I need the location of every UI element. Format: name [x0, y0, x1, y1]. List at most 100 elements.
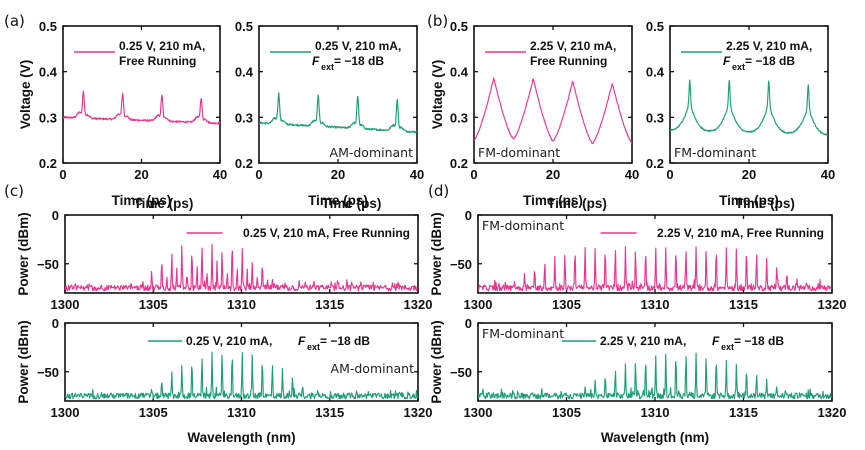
y-tick-label: −50 [450, 365, 472, 380]
plot-c-free-running-spectrum: 1300 1305 1310 1315 1320 0 −50 Power (dBm) 0.25 … [16, 196, 432, 312]
mode-annotation: AM-dominant [330, 145, 414, 160]
y-tick-label: 0.2 [235, 156, 253, 171]
time-axis-label: Time (ps) [735, 196, 795, 211]
x-tick-label: 0 [59, 167, 66, 182]
y-tick-label: −50 [450, 257, 472, 272]
legend-subscript: ext [321, 62, 334, 72]
series-group [478, 352, 832, 400]
legend: 0.25 V, 210 mA,F ext = −18 dB [270, 39, 401, 72]
mode-annotation: AM-dominant [331, 361, 415, 376]
x-tick-label: 1300 [51, 297, 80, 312]
x-axis-label: Wavelength (nm) [601, 430, 709, 445]
y-axis-label: Voltage (V) [18, 60, 33, 130]
time-axis-label: Time (ps) [322, 196, 382, 211]
series-line [478, 246, 832, 292]
x-tick-label: 40 [213, 167, 227, 182]
y-tick-label: 0.3 [235, 110, 253, 125]
legend-feedback-value: = −18 dB [734, 334, 784, 348]
x-axis-label: Time (ps) [308, 193, 368, 208]
series-group [670, 79, 828, 136]
x-tick-label: 1315 [729, 297, 758, 312]
legend: 2.25 V, 210 mA,Free Running [485, 39, 616, 68]
series-line [474, 77, 632, 145]
y-tick-label: 0 [465, 208, 472, 223]
x-tick-label: 20 [742, 167, 756, 182]
y-axis-label: Power (dBm) [16, 212, 31, 295]
time-axis-label: Time (ps) [134, 196, 194, 211]
x-tick-label: 0 [255, 167, 262, 182]
x-tick-label: 1305 [139, 297, 168, 312]
panel-label-a: (a) [4, 12, 25, 30]
y-tick-label: 0.3 [646, 110, 664, 125]
y-tick-label: 0.5 [646, 19, 664, 34]
plot-b-free-running: 0 20 40 0.2 0.3 0.4 0.5 Voltage (V) Time (ps) 2.2… [430, 19, 639, 208]
legend-text-line1: 0.25 V, 210 mA, [119, 39, 205, 53]
x-tick-label: 0 [470, 167, 477, 182]
plot-a-free-running: 0 20 40 0.2 0.3 0.4 0.5 Voltage (V) Time (ps) 0.2… [18, 19, 227, 208]
y-tick-label: 0.3 [450, 110, 468, 125]
legend-text: 2.25 V, 210 mA, [600, 334, 686, 348]
mode-annotation: FM-dominant [482, 326, 564, 341]
series-group [63, 90, 220, 125]
y-axis-label: Power (dBm) [429, 212, 444, 295]
mode-annotation: FM-dominant [482, 218, 564, 233]
plot-d-free-running-spectrum: 1300 1305 1310 1315 1320 0 −50 Power (dBm) 2.25 … [429, 196, 846, 312]
legend-F-symbol: F [312, 54, 320, 68]
x-tick-label: 20 [546, 167, 560, 182]
y-tick-label: 0 [52, 316, 59, 331]
series-group [65, 243, 418, 292]
x-tick-label: 40 [410, 167, 424, 182]
x-tick-label: 1320 [404, 297, 433, 312]
legend-text: 2.25 V, 210 mA, Free Running [657, 226, 824, 240]
x-tick-label: 1315 [315, 297, 344, 312]
mode-annotation: FM-dominant [478, 145, 560, 160]
panel-label-d: (d) [428, 182, 449, 200]
legend: 2.25 V, 210 mA,F ext = −18 dB [681, 39, 812, 72]
series-line [65, 243, 418, 292]
y-axis-label: Voltage (V) [430, 60, 445, 130]
plot-d-feedback-spectrum: 1300 1305 1310 1315 1320 0 −50 Power (dBm) Wavel… [429, 316, 846, 445]
legend-feedback-value: = −18 dB [745, 54, 795, 68]
y-tick-label: 0.3 [39, 110, 57, 125]
x-tick-label: 1315 [315, 405, 344, 420]
panel-label-c: (c) [4, 182, 24, 200]
y-tick-label: 0.4 [450, 65, 469, 80]
y-tick-label: 0.2 [39, 156, 57, 171]
x-tick-label: 1305 [139, 405, 168, 420]
series-line [478, 352, 832, 400]
y-tick-label: 0.4 [39, 65, 58, 80]
x-axis-label: Time (ps) [112, 193, 172, 208]
plot-a-feedback: 0 20 40 0.2 0.3 0.4 0.5 Time (ps) 0.25 V, 210 mA… [235, 19, 424, 208]
legend: 0.25 V, 210 mA, Free Running [186, 226, 410, 240]
series-group [474, 77, 632, 145]
y-axis-label: Power (dBm) [429, 320, 444, 403]
y-tick-label: 0 [52, 208, 59, 223]
x-axis-label: Time (ps) [523, 193, 583, 208]
x-tick-label: 1310 [641, 297, 670, 312]
mode-annotation: FM-dominant [674, 145, 756, 160]
x-tick-label: 1300 [464, 297, 493, 312]
legend-text-line2: Free Running [530, 54, 607, 68]
x-tick-label: 1305 [552, 297, 581, 312]
x-tick-label: 1320 [404, 405, 433, 420]
legend-F-symbol: F [712, 334, 720, 348]
series-line [63, 90, 220, 125]
y-axis-label: Power (dBm) [16, 320, 31, 403]
y-tick-label: 0.5 [39, 19, 57, 34]
x-axis-label: Time (ps) [719, 193, 779, 208]
x-tick-label: 40 [625, 167, 639, 182]
x-axis-label: Wavelength (nm) [187, 430, 295, 445]
x-tick-label: 1310 [641, 405, 670, 420]
y-tick-label: −50 [37, 365, 59, 380]
x-tick-label: 1310 [227, 405, 256, 420]
legend-text-line1: 2.25 V, 210 mA, [530, 39, 616, 53]
panel-label-b: (b) [427, 12, 448, 30]
series-group [478, 246, 832, 292]
plot-b-feedback: 0 20 40 0.2 0.3 0.4 0.5 Time (ps) 2.25 V, 210 mA… [646, 19, 835, 208]
y-tick-label: 0.2 [450, 156, 468, 171]
legend-F-symbol: F [723, 54, 731, 68]
x-tick-label: 1320 [818, 297, 847, 312]
legend-F-symbol: F [298, 334, 306, 348]
